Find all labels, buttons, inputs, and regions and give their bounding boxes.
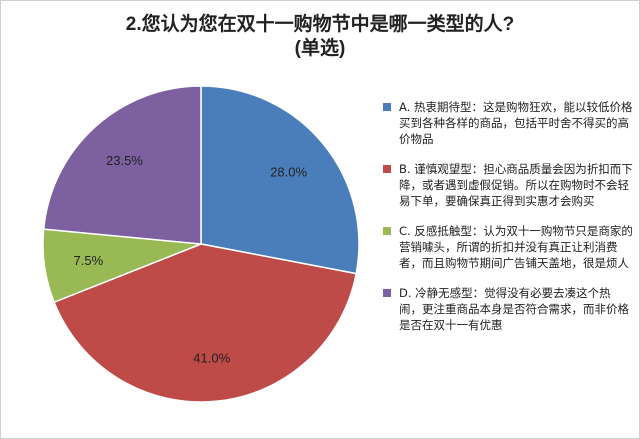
legend-item-b: B. 谨慎观望型：担心商品质量会因为折扣而下降，或者遇到虚假促销。所以在购物时不… [383, 161, 633, 209]
slice-value-label-c: 7.5% [74, 253, 104, 268]
slice-value-label-d: 23.5% [106, 153, 143, 168]
legend-item-d: D. 冷静无感型：觉得没有必要去凑这个热闹，更注重商品本身是否符合需求，而非价格… [383, 285, 633, 333]
legend-label: C. 反感抵触型：认为双十一购物节只是商家的营销噱头，所谓的折扣并没有真正让利消… [399, 224, 633, 270]
chart-title-main: 2.您认为您在双十一购物节中是哪一类型的人? [125, 14, 515, 35]
legend-label: D. 冷静无感型：觉得没有必要去凑这个热闹，更注重商品本身是否符合需求，而非价格… [399, 286, 629, 332]
chart-subtitle: (单选) [294, 38, 346, 59]
legend-swatch [383, 165, 391, 173]
slice-value-label-a: 28.0% [270, 164, 307, 179]
legend-swatch [383, 103, 391, 111]
legend-swatch [383, 289, 391, 297]
pie-slice-b [53, 243, 358, 403]
chart-legend: A. 热衷期待型：这是购物狂欢，能以较低价格买到各种各样的商品，包括平时舍不得买… [383, 99, 633, 347]
pie-slice-a [200, 85, 360, 275]
legend-label: A. 热衷期待型：这是购物狂欢，能以较低价格买到各种各样的商品，包括平时舍不得买… [399, 100, 633, 146]
legend-item-a: A. 热衷期待型：这是购物狂欢，能以较低价格买到各种各样的商品，包括平时舍不得买… [383, 99, 633, 147]
legend-label: B. 谨慎观望型：担心商品质量会因为折扣而下降，或者遇到虚假促销。所以在购物时不… [399, 162, 633, 208]
legend-swatch [383, 227, 391, 235]
slice-value-label-b: 41.0% [193, 350, 230, 365]
legend-item-c: C. 反感抵触型：认为双十一购物节只是商家的营销噱头，所谓的折扣并没有真正让利消… [383, 223, 633, 271]
pie-slice-d [42, 85, 202, 245]
chart-title: 2.您认为您在双十一购物节中是哪一类型的人? (单选) [1, 13, 639, 61]
